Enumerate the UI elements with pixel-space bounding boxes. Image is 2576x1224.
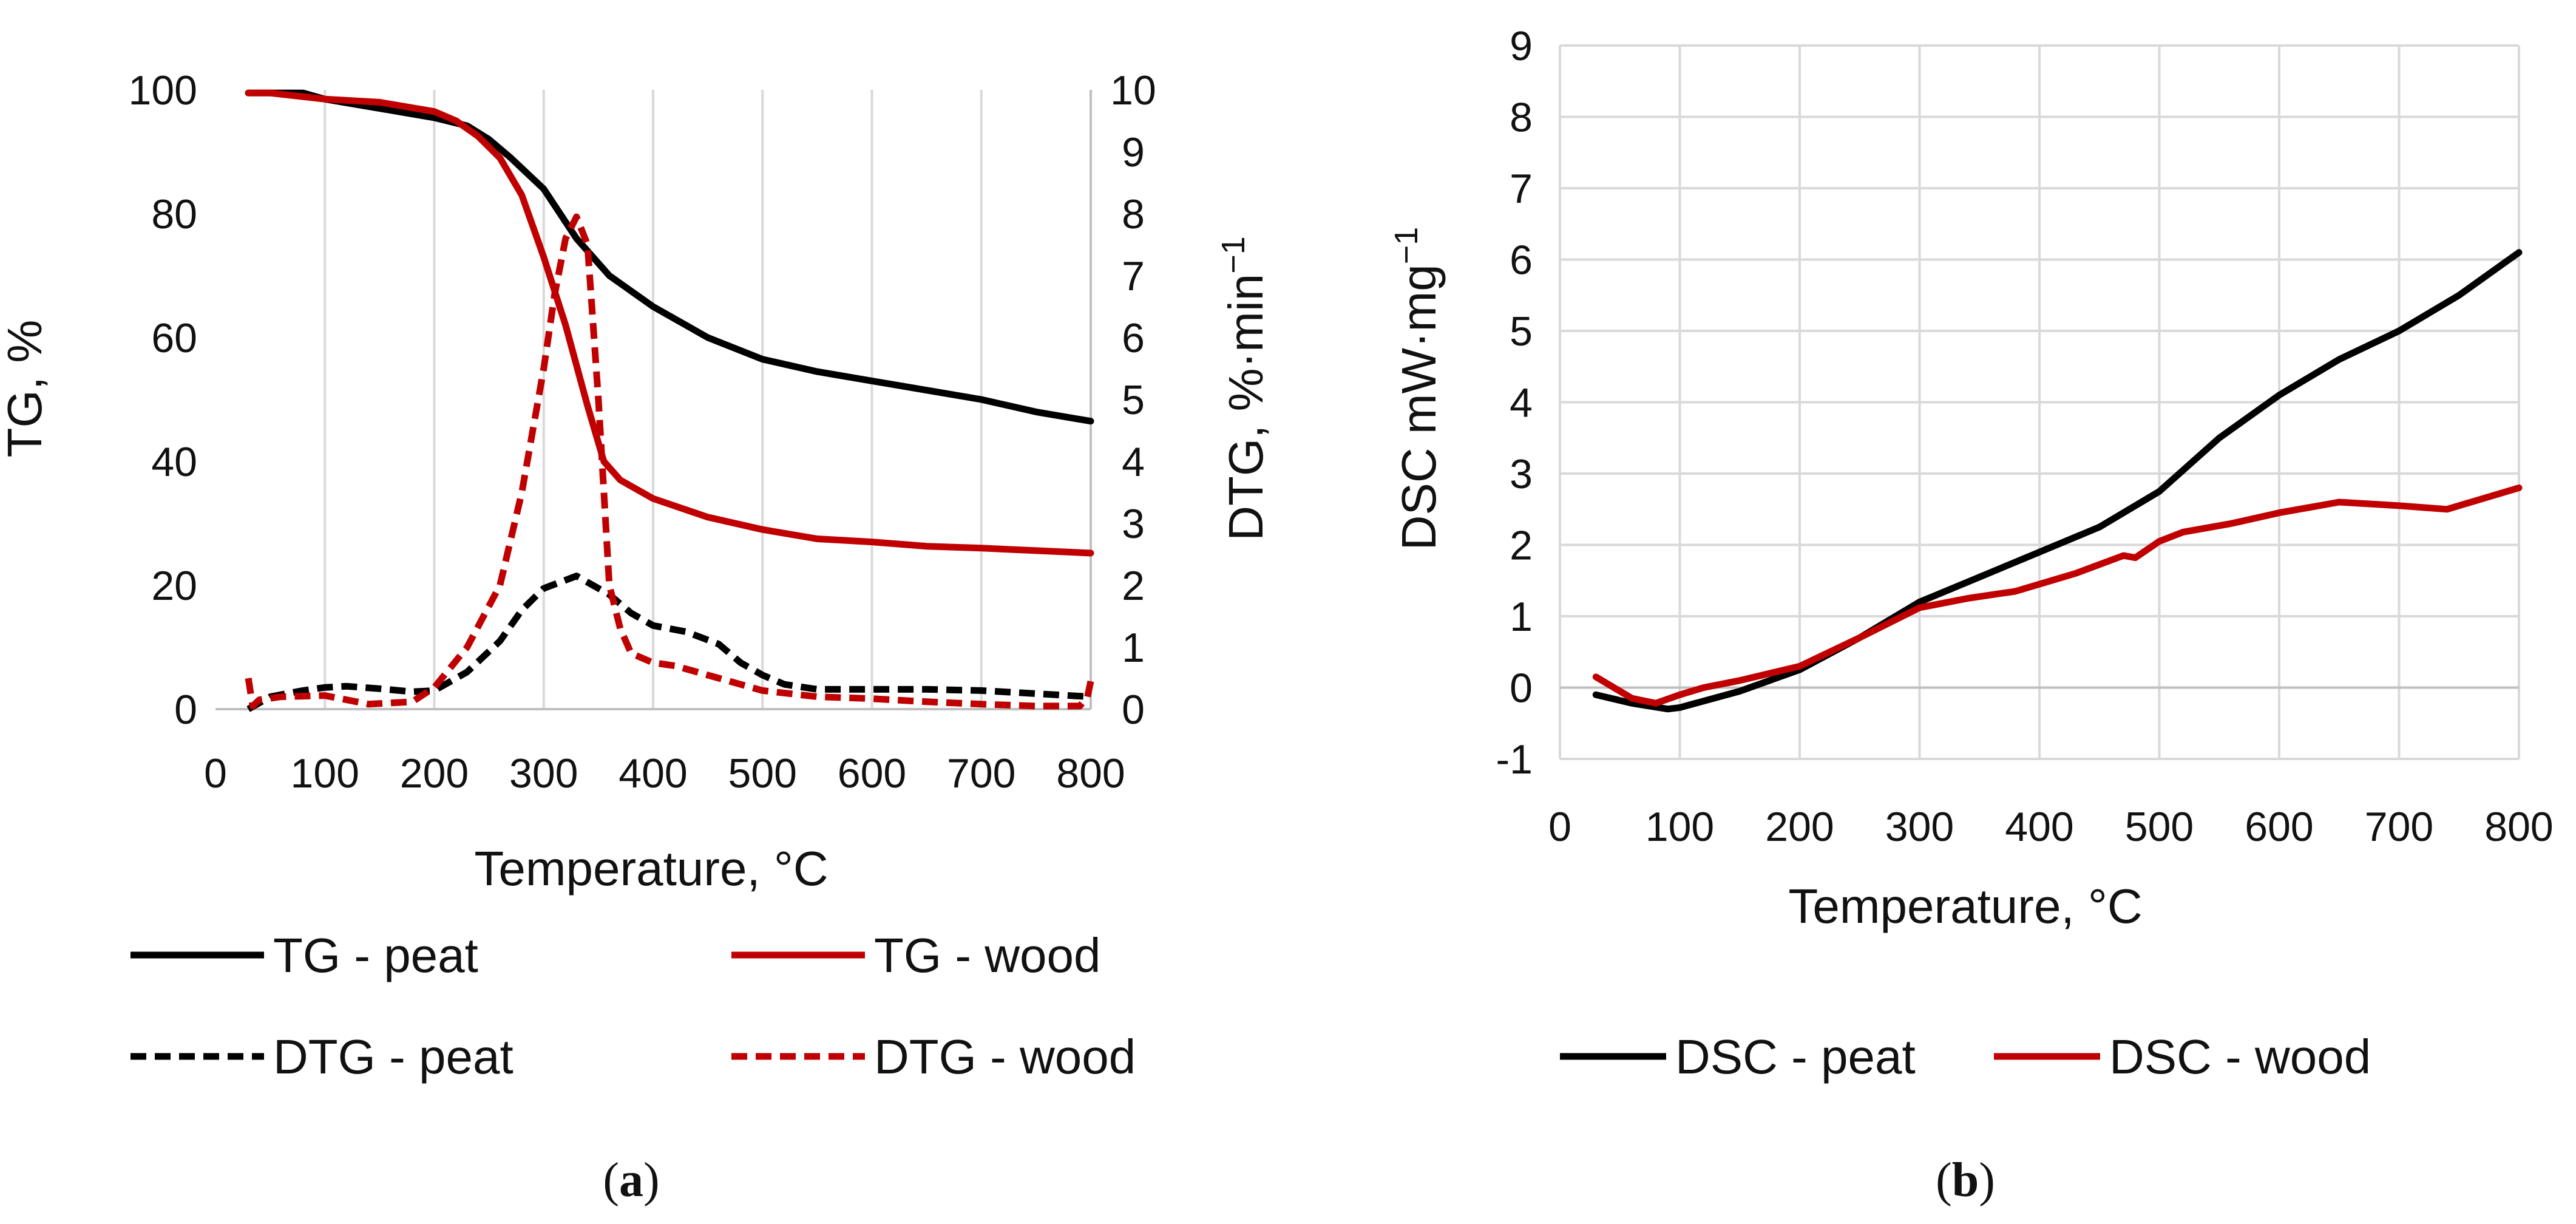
y-tick-label: 0 xyxy=(1510,665,1533,712)
y-tick-label: 20 xyxy=(151,563,197,609)
x-tick-label: 100 xyxy=(1646,804,1714,850)
x-tick-label: 800 xyxy=(1056,750,1125,797)
x-tick-label: 200 xyxy=(400,750,469,797)
x-tick-label: 700 xyxy=(947,750,1015,797)
x-tick-label: 400 xyxy=(2005,804,2073,850)
panel-b-gridlines xyxy=(1559,44,2520,760)
series-tg-peat xyxy=(245,89,1094,425)
y2-tick-label: 3 xyxy=(1122,501,1145,547)
y2-tick-label: 2 xyxy=(1122,563,1145,609)
panel-b-tick-labels: 0 100 200 300 400 500 600 700 800 -1 0 1 2 3 4 5 6 7 8 9 xyxy=(1496,23,2554,850)
y-tick-label: 7 xyxy=(1510,166,1533,212)
panel-a-caption: (a) xyxy=(603,1154,659,1207)
panel-b-caption-letter: b xyxy=(1952,1154,1979,1207)
y-tick-label: -1 xyxy=(1496,736,1533,783)
panel-b-legend: DSC - peat DSC - wood xyxy=(1560,1030,2371,1084)
panel-a: 0 100 200 300 400 500 600 700 800 0 20 40 60 80 100 0 1 2… xyxy=(0,67,1273,1207)
panel-b-series xyxy=(1592,249,2523,713)
x-tick-label: 600 xyxy=(838,750,906,797)
x-tick-label: 100 xyxy=(291,750,359,797)
y-tick-label: 100 xyxy=(129,67,197,114)
y2-tick-label: 10 xyxy=(1110,67,1156,114)
y-tick-label: 6 xyxy=(1510,237,1533,284)
panel-a-series xyxy=(245,89,1094,712)
panel-b-y-axis-title-superscript: −1 xyxy=(1388,227,1425,265)
y-tick-label: 1 xyxy=(1510,594,1533,640)
y-tick-label: 2 xyxy=(1510,523,1533,569)
series-dtg-peat xyxy=(246,573,1091,712)
y2-tick-label: 1 xyxy=(1122,625,1145,671)
x-tick-label: 500 xyxy=(728,750,797,797)
y-tick-label: 40 xyxy=(151,439,197,485)
y-tick-label: 8 xyxy=(1510,95,1533,141)
x-tick-label: 300 xyxy=(1885,804,1954,850)
y2-tick-label: 6 xyxy=(1122,315,1145,361)
x-tick-label: 700 xyxy=(2365,804,2433,850)
legend-label-tg-peat: TG - peat xyxy=(273,928,478,982)
y-tick-label: 9 xyxy=(1510,23,1533,69)
panel-a-gridlines xyxy=(215,90,1092,710)
y2-tick-label: 7 xyxy=(1122,253,1145,299)
panel-a-y-axis-title: TG, % xyxy=(0,320,52,458)
y-tick-label: 5 xyxy=(1510,308,1533,355)
x-tick-label: 300 xyxy=(509,750,578,797)
panel-b-y-axis-title-main: DSC mW·mg xyxy=(1392,264,1446,550)
panel-a-caption-letter: a xyxy=(619,1154,643,1207)
x-tick-label: 0 xyxy=(204,750,227,797)
panel-a-y2-axis-title-superscript: −1 xyxy=(1215,236,1252,274)
y2-tick-label: 8 xyxy=(1122,191,1145,237)
series-dsc-peat xyxy=(1592,249,2523,713)
y-tick-label: 80 xyxy=(151,191,197,237)
series-tg-wood xyxy=(245,89,1094,557)
panel-b-y-axis-title: DSC mW·mg−1 xyxy=(1388,227,1446,551)
x-tick-label: 0 xyxy=(1548,804,1571,850)
legend-label-dtg-peat: DTG - peat xyxy=(273,1030,514,1084)
y-tick-label: 60 xyxy=(151,315,197,361)
panel-a-x-axis-title: Temperature, °C xyxy=(474,841,828,896)
panel-a-legend: TG - peat TG - wood DTG - peat DTG - woo… xyxy=(130,928,1136,1084)
x-tick-label: 600 xyxy=(2245,804,2313,850)
series-dtg-wood xyxy=(245,213,1094,710)
x-tick-label: 200 xyxy=(1765,804,1834,850)
legend-label-dtg-wood: DTG - wood xyxy=(874,1030,1136,1084)
y-tick-label: 0 xyxy=(174,687,197,733)
x-tick-label: 800 xyxy=(2484,804,2553,850)
x-tick-label: 500 xyxy=(2125,804,2194,850)
y-tick-label: 4 xyxy=(1510,380,1533,426)
panel-a-tick-labels: 0 100 200 300 400 500 600 700 800 0 20 40 60 80 100 0 1 2… xyxy=(129,67,1156,797)
legend-label-dsc-peat: DSC - peat xyxy=(1675,1030,1916,1084)
y2-tick-label: 5 xyxy=(1122,377,1145,423)
panel-b-x-axis-title: Temperature, °C xyxy=(1788,879,2142,933)
legend-label-dsc-wood: DSC - wood xyxy=(2109,1030,2371,1084)
panel-a-y2-axis-title: DTG, %·min−1 xyxy=(1215,236,1273,541)
y2-tick-label: 4 xyxy=(1122,439,1145,485)
x-tick-label: 400 xyxy=(619,750,687,797)
panel-b: 0 100 200 300 400 500 600 700 800 -1 0 1 2 3 4 5 6 7 8 9 DS… xyxy=(1388,23,2554,1207)
y2-tick-label: 0 xyxy=(1122,687,1145,733)
panel-a-y2-axis-title-main: DTG, %·min xyxy=(1219,274,1273,541)
legend-label-tg-wood: TG - wood xyxy=(874,928,1100,982)
y2-tick-label: 9 xyxy=(1122,129,1145,175)
panel-b-caption: (b) xyxy=(1936,1154,1995,1207)
series-dsc-wood xyxy=(1592,484,2523,707)
y-tick-label: 3 xyxy=(1510,451,1533,497)
